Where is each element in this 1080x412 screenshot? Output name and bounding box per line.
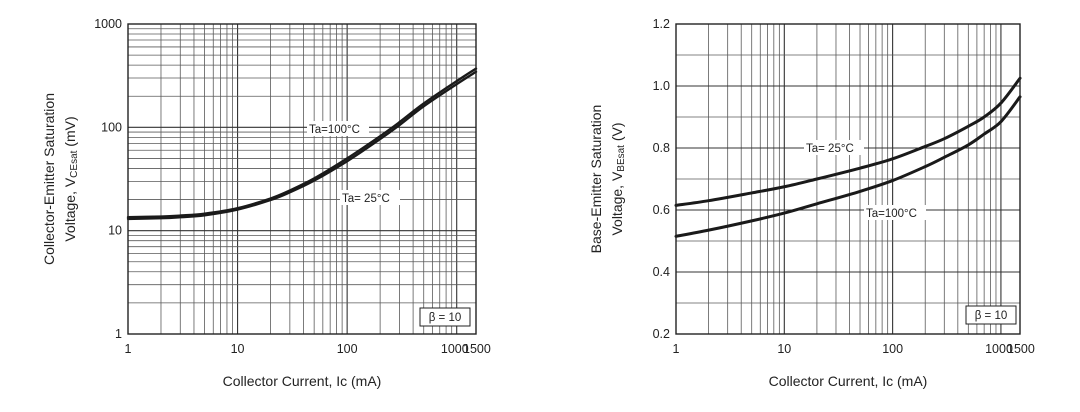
- vbesat-x-tick-label: 100: [882, 342, 903, 356]
- vcesat-label-bg-25c: [340, 190, 400, 205]
- vbesat-plot-frame: [675, 23, 1021, 335]
- vbesat-beta-box: [965, 305, 1017, 325]
- vbesat-y-tick-label: 1.2: [653, 17, 670, 31]
- vcesat-curve-100c: [126, 67, 478, 219]
- vcesat-x-axis-label: Collector Current, Ic (mA): [223, 373, 382, 389]
- vbesat-curve-100c: [674, 95, 1022, 238]
- vcesat-x-tick-label: 100: [337, 342, 358, 356]
- vcesat-label-bg-100c: [307, 121, 369, 136]
- vcesat-series-label-25c: Ta= 25°C: [342, 193, 390, 205]
- vbesat-label-bg-25c: [804, 140, 864, 155]
- vbesat-curves: [674, 76, 1022, 238]
- vcesat-x-tick-label: 1500: [463, 342, 491, 356]
- vbesat-series-label-25c: Ta= 25°C: [806, 143, 854, 155]
- vcesat-x-tick-label: 1000: [441, 342, 469, 356]
- vbesat-x-axis-label: Collector Current, Ic (mA): [769, 373, 928, 389]
- vcesat-beta-note: β = 10: [429, 312, 462, 324]
- vbesat-y-tick-label: 0.6: [653, 203, 670, 217]
- vcesat-y-tick-label: 1: [115, 327, 122, 341]
- vcesat-beta-box: [419, 307, 471, 327]
- vbesat-beta-note: β = 10: [975, 310, 1008, 322]
- vbesat-grid: [676, 24, 1020, 334]
- vbesat-y-tick-label: 1.0: [653, 79, 670, 93]
- vcesat-x-tick-label: 10: [231, 342, 245, 356]
- vbesat-y-tick-label: 0.4: [653, 265, 670, 279]
- vbesat-curve-25c: [674, 76, 1022, 207]
- vbesat-label-bg-100c: [864, 205, 926, 220]
- vbesat-x-tick-label: 1000: [985, 342, 1013, 356]
- vcesat-curve-25c: [126, 70, 478, 221]
- vcesat-y-tick-label: 100: [101, 120, 122, 134]
- vcesat-y-axis-label-line1: Collector-Emitter Saturation: [41, 93, 57, 265]
- vbesat-x-tick-label: 1: [673, 342, 680, 356]
- vcesat-curves: [126, 67, 478, 221]
- vbesat-x-tick-label: 10: [777, 342, 791, 356]
- vcesat-grid: [128, 24, 476, 334]
- vcesat-y-tick-label: 10: [108, 224, 122, 238]
- vcesat-series-label-100c: Ta=100°C: [309, 124, 360, 136]
- vcesat-x-tick-label: 1: [125, 342, 132, 356]
- vbesat-y-tick-label: 0.2: [653, 327, 670, 341]
- vbesat-y-axis-label-line2: Voltage, VBEsat (V): [609, 122, 627, 235]
- vbesat-y-tick-label: 0.8: [653, 141, 670, 155]
- vcesat-y-tick-label: 1000: [94, 17, 122, 31]
- vcesat-y-axis-label-line2: Voltage, VCEsat (mV): [62, 116, 80, 241]
- vbesat-y-axis-label-line1: Base-Emitter Saturation: [588, 105, 604, 254]
- vcesat-plot-frame: [127, 23, 477, 335]
- vbesat-x-tick-label: 1500: [1007, 342, 1035, 356]
- vbesat-series-label-100c: Ta=100°C: [866, 208, 917, 220]
